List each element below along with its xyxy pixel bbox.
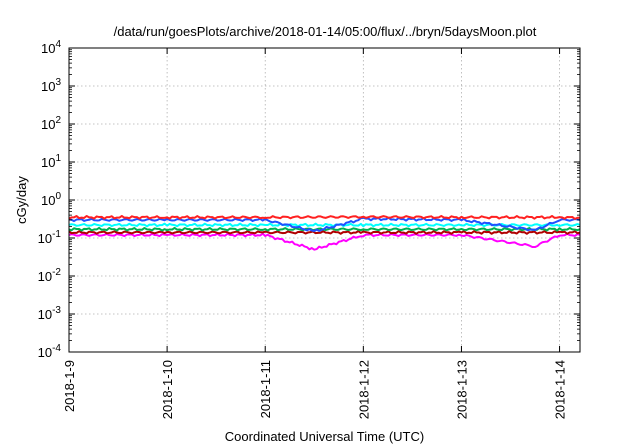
y-tick-base: 10 xyxy=(38,345,52,360)
y-tick-base: 10 xyxy=(38,269,52,284)
y-tick-exponent: 0 xyxy=(55,191,61,202)
x-tick-label: 2018-1-11 xyxy=(258,360,273,418)
y-tick-label: 10-1 xyxy=(38,229,62,246)
y-tick-label: 100 xyxy=(41,191,61,208)
chart-title: /data/run/goesPlots/archive/2018-01-14/0… xyxy=(114,24,537,39)
y-tick-label: 102 xyxy=(41,115,61,132)
y-tick-exponent: 4 xyxy=(55,39,61,50)
y-tick-base: 10 xyxy=(38,307,52,322)
y-tick-exponent: -1 xyxy=(52,229,61,240)
y-tick-base: 10 xyxy=(41,79,55,94)
y-tick-label: 101 xyxy=(41,153,61,170)
y-tick-base: 10 xyxy=(41,41,55,56)
y-tick-base: 10 xyxy=(41,193,55,208)
y-tick-exponent: -3 xyxy=(52,305,61,316)
y-tick-label: 104 xyxy=(41,39,61,56)
x-tick-label: 2018-1-9 xyxy=(62,360,77,412)
x-tick-label: 2018-1-13 xyxy=(454,360,469,419)
x-axis-label: Coordinated Universal Time (UTC) xyxy=(225,429,424,444)
grid xyxy=(69,48,580,352)
y-tick-exponent: 2 xyxy=(55,115,61,126)
series-line xyxy=(68,230,581,235)
y-tick-exponent: -2 xyxy=(52,267,61,278)
series-line xyxy=(68,216,581,232)
x-tick-label: 2018-1-10 xyxy=(160,360,175,419)
x-axis-ticks: 2018-1-9 2018-1-10 2018-1-11 2018-1-12 2018-… xyxy=(62,48,568,419)
x-tick-label: 2018-1-14 xyxy=(553,360,568,419)
y-tick-base: 10 xyxy=(41,117,55,132)
y-tick-label: 10-3 xyxy=(38,305,62,322)
x-tick-label: 2018-1-12 xyxy=(356,360,371,419)
y-tick-exponent: 3 xyxy=(55,77,61,88)
y-tick-exponent: 1 xyxy=(55,153,61,164)
series-line xyxy=(68,214,581,220)
series-group xyxy=(68,214,581,251)
y-tick-label: 103 xyxy=(41,77,61,94)
y-tick-label: 10-2 xyxy=(38,267,62,284)
y-tick-label: 10-4 xyxy=(38,343,62,360)
y-tick-exponent: -4 xyxy=(52,343,61,354)
y-tick-base: 10 xyxy=(41,155,55,170)
y-axis-label: cGy/day xyxy=(14,176,29,224)
y-tick-base: 10 xyxy=(38,231,52,246)
series-line xyxy=(68,232,581,251)
